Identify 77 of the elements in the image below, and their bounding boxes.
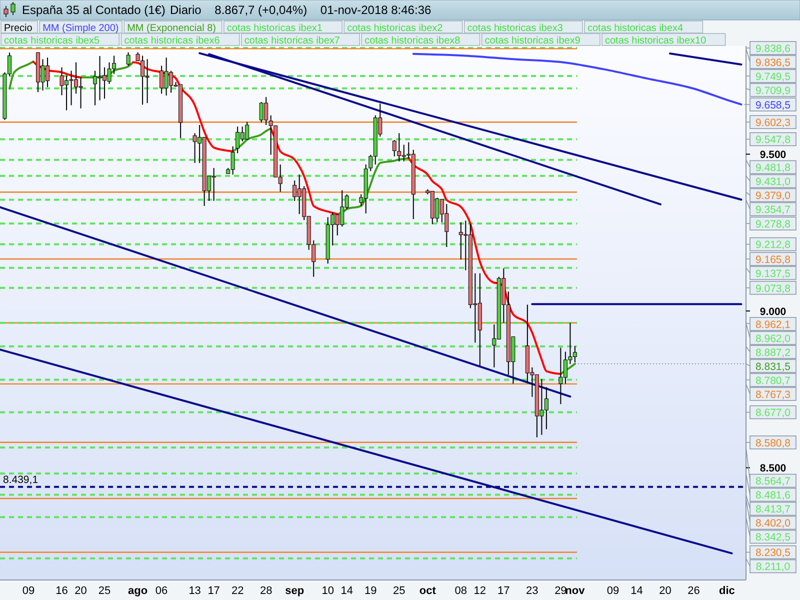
ref-line-label: 9.709,9 <box>755 85 791 98</box>
x-tick-label: 14 <box>340 585 353 597</box>
chart-subtitle: Diario 8.867,7 (+0,04%) 01-nov-2018 8:46:36 <box>170 3 432 17</box>
x-tick-label: 25 <box>98 585 111 597</box>
ref-line-label: 8.402,0 <box>755 518 791 530</box>
x-tick-label: 13 <box>188 585 201 597</box>
ref-line-label: 8.211,0 <box>756 561 790 574</box>
ref-line-label: 8.780,7 <box>755 374 791 387</box>
x-tick-label: 16 <box>56 585 68 597</box>
x-tick-label: 06 <box>155 585 168 597</box>
annotation: 8.439,1 <box>3 474 38 486</box>
x-tick-label: 17 <box>208 585 220 597</box>
x-tick-label: ago <box>128 585 148 597</box>
ref-line-label: 8.230,5 <box>755 547 791 560</box>
ref-line-label: 9.431,0 <box>755 176 791 188</box>
ref-line-label: 9.212,8 <box>755 239 791 252</box>
text: cotas historicas ibex2 <box>347 23 444 34</box>
x-tick-label: 08 <box>454 585 468 597</box>
ref-line-label: 8.481,6 <box>755 490 791 502</box>
annotation: 8.831,5 <box>755 360 791 373</box>
text: cotas historicas ibex3 <box>467 23 564 34</box>
ref-line-label: 8.342,5 <box>755 532 791 544</box>
ref-line-label: 8.564,7 <box>755 476 791 488</box>
ref-line-label: 9.354,7 <box>755 204 791 216</box>
x-tick-label: 09 <box>22 585 35 597</box>
ref-line-label: 9.379,0 <box>755 190 791 202</box>
x-tick-label: 09 <box>606 585 620 597</box>
ref-line-label: 8.962,1 <box>755 318 791 331</box>
ref-line-label: 9.602,3 <box>755 117 791 130</box>
x-tick-label: sep <box>285 585 304 597</box>
x-tick-label: 14 <box>630 585 643 597</box>
text: MM (Simple 200) <box>42 23 119 34</box>
ref-line-label: 9.838,6 <box>755 43 791 56</box>
x-tick-label: 20 <box>659 585 672 597</box>
text: cotas historicas ibex4 <box>588 23 684 34</box>
annotation: 9.658,5 <box>755 99 791 112</box>
ref-line-label: 8.677,0 <box>755 407 791 420</box>
x-tick-label: 12 <box>474 585 486 597</box>
ref-line-label: 9.165,8 <box>755 254 791 266</box>
x-tick-label: 25 <box>393 585 406 597</box>
chart-title: España 35 al Contado (1€) <box>22 3 166 17</box>
x-tick-label: 28 <box>260 585 272 597</box>
ref-line-label: 9.073,8 <box>755 282 791 295</box>
x-tick-label: 23 <box>526 585 538 597</box>
y-tick-label: 9.500 <box>760 149 786 162</box>
annotation: cotas historicas ibex7 <box>244 36 340 46</box>
y-tick-label: 9.000 <box>760 306 786 318</box>
x-tick-label: 22 <box>231 585 244 597</box>
text: cotas historicas ibex1 <box>226 23 323 34</box>
x-tick-label: 10 <box>322 585 334 597</box>
y-tick-label: 8.500 <box>760 462 786 475</box>
ref-line-label: 9.278,8 <box>755 218 791 231</box>
annotation: cotas historicas ibex5 <box>4 36 100 46</box>
ref-line-label: 9.481,8 <box>755 162 791 174</box>
ref-line-label: 8.887,2 <box>755 346 791 359</box>
ref-line-label: 8.580,8 <box>755 437 791 450</box>
annotation: cotas historicas ibex10 <box>605 36 707 46</box>
x-tick-label: 26 <box>688 585 700 597</box>
x-tick-label: 17 <box>498 585 510 597</box>
text: MM (Exponencial 8) <box>127 23 216 34</box>
x-tick-label: 29 <box>554 585 567 597</box>
ref-line-label: 9.836,5 <box>755 57 791 70</box>
annotation: cotas historicas ibex8 <box>364 36 461 46</box>
annotation: cotas historicas ibex9 <box>484 36 581 46</box>
x-tick-label: dic <box>719 585 735 597</box>
ref-line-label: 9.137,5 <box>755 268 791 280</box>
x-tick-label: nov <box>565 585 586 597</box>
x-tick-label: 20 <box>74 585 87 597</box>
ref-line-label: 8.413,7 <box>755 504 791 516</box>
ref-line-label: 8.767,3 <box>755 388 791 401</box>
text: Precio <box>4 23 33 34</box>
ref-line-label: 9.547,8 <box>755 134 791 146</box>
ref-line-label: 8.962,0 <box>755 332 791 345</box>
ref-line-label: 9.749,5 <box>755 71 791 84</box>
x-tick-label: oct <box>419 585 436 597</box>
annotation: cotas historicas ibex6 <box>124 36 220 46</box>
x-tick-label: 19 <box>364 585 377 597</box>
